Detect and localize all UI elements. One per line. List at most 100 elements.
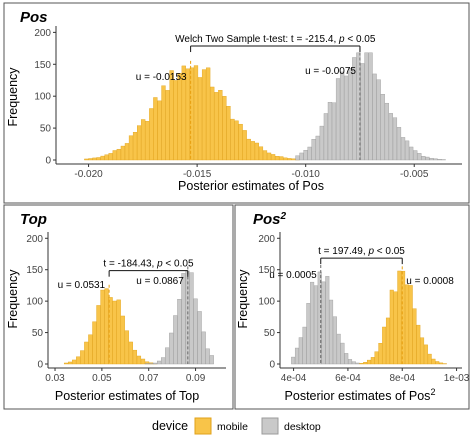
bar-mobile (96, 157, 101, 161)
bar-mobile (382, 326, 387, 365)
bar-desktop (205, 348, 210, 365)
histogram-bars (84, 47, 446, 161)
annotations: t = -184.43, p < 0.05 u = 0.0531 u = 0.0… (58, 259, 194, 291)
bar-desktop (152, 362, 158, 365)
t-test-prefix: Welch Two Sample t-test: t = -215.4, (175, 34, 339, 45)
x-axis-label-text: Posterior estimates of Pos (178, 179, 324, 193)
bar-mobile (393, 291, 398, 365)
mean-label-desktop: u = -0.0075 (305, 66, 356, 77)
bar-desktop (298, 337, 303, 365)
bar-desktop (433, 158, 438, 161)
bar-mobile (88, 158, 93, 161)
bar-desktop (303, 150, 308, 161)
bar-desktop (372, 73, 377, 161)
bar-mobile (250, 141, 255, 161)
bar-desktop (388, 113, 393, 161)
y-tick-label: 0 (269, 360, 275, 371)
x-tick-label: -0.005 (400, 169, 429, 180)
bar-desktop (351, 361, 356, 365)
bar-mobile (76, 356, 81, 365)
panel-border-top (3, 204, 234, 410)
chart-title-text: Pos (20, 9, 48, 26)
bar-mobile (96, 305, 101, 365)
bar-desktop (409, 146, 414, 161)
bar-mobile (214, 92, 219, 161)
bar-desktop (335, 78, 341, 161)
y-axis-label: Frequency (6, 269, 20, 329)
bar-mobile (378, 343, 383, 365)
bar-desktop (307, 146, 312, 161)
bar-desktop (323, 113, 329, 161)
bar-mobile (84, 341, 89, 365)
bar-mobile (385, 317, 390, 365)
mean-label-mobile: u = -0.0153 (136, 72, 187, 83)
bar-mobile (120, 315, 125, 365)
bar-mobile (283, 157, 288, 161)
y-tick-label: 150 (34, 60, 51, 71)
y-tick-label: 50 (264, 328, 276, 339)
bar-desktop (336, 333, 341, 365)
bar-mobile (108, 153, 113, 161)
bar-mobile (124, 143, 130, 161)
bar-desktop (413, 150, 418, 161)
bar-mobile (169, 70, 174, 161)
bar-desktop (429, 157, 434, 161)
x-tick-label: 6e-04 (335, 373, 361, 384)
y-tick-label: 100 (34, 92, 51, 103)
bar-mobile (246, 138, 251, 161)
bar-mobile (68, 361, 73, 365)
panel-border-pos2 (234, 204, 470, 410)
bar-mobile (389, 289, 394, 365)
x-axis-label: Posterior estimates of Pos (178, 179, 324, 193)
bar-mobile (359, 363, 364, 365)
bar-mobile (226, 106, 231, 161)
t-test-suffix: < 0.05 (163, 259, 194, 270)
mean-label-desktop: u = 0.0867 (136, 276, 184, 287)
x-tick-label: -0.010 (291, 169, 320, 180)
bar-mobile (116, 299, 121, 365)
bar-mobile (141, 119, 146, 161)
panel-border-pos (3, 2, 470, 204)
y-tick-label: 150 (26, 265, 43, 276)
bar-mobile (210, 86, 215, 161)
bar-mobile (173, 80, 178, 161)
bar-desktop (329, 299, 334, 365)
chart-title-superscript: 2 (280, 211, 287, 222)
t-test-suffix: < 0.05 (374, 246, 405, 257)
chart-pos: Pos Frequency Posterior estimates of Pos… (6, 9, 462, 193)
bar-desktop (325, 276, 330, 365)
mean-label-mobile: u = 0.0008 (406, 276, 454, 287)
bar-mobile (266, 152, 272, 161)
x-tick-label: 0.05 (92, 373, 112, 384)
legend-swatch-desktop (261, 417, 279, 435)
bar-mobile (116, 148, 121, 161)
y-tick-label: 200 (26, 234, 43, 245)
bar-mobile (104, 288, 109, 365)
y-tick-label: 200 (34, 28, 51, 39)
bar-mobile (84, 158, 89, 161)
bar-desktop (311, 139, 316, 161)
bar-desktop (392, 117, 398, 161)
bar-mobile (128, 341, 133, 365)
bar-mobile (279, 156, 284, 161)
bar-mobile (165, 90, 170, 161)
bar-desktop (295, 155, 300, 161)
x-tick-label: 0.09 (186, 373, 206, 384)
bar-desktop (315, 135, 320, 161)
bar-mobile (222, 96, 227, 161)
bar-mobile (177, 73, 182, 161)
y-tick-label: 100 (258, 297, 275, 308)
bar-desktop (384, 102, 389, 161)
bar-mobile (370, 357, 375, 365)
bar-mobile (412, 308, 417, 365)
bar-desktop (306, 303, 311, 365)
bar-mobile (88, 334, 93, 365)
bar-mobile (92, 321, 97, 365)
bar-desktop (327, 102, 333, 161)
y-tick-label: 100 (26, 297, 43, 308)
chart-title: Pos2 (253, 211, 287, 228)
y-tick-label: 50 (32, 328, 44, 339)
bar-mobile (136, 125, 142, 161)
bar-mobile (374, 351, 379, 365)
axes: 0 50 100 150 200 0.03 0.05 0.07 0.09 (26, 232, 226, 384)
